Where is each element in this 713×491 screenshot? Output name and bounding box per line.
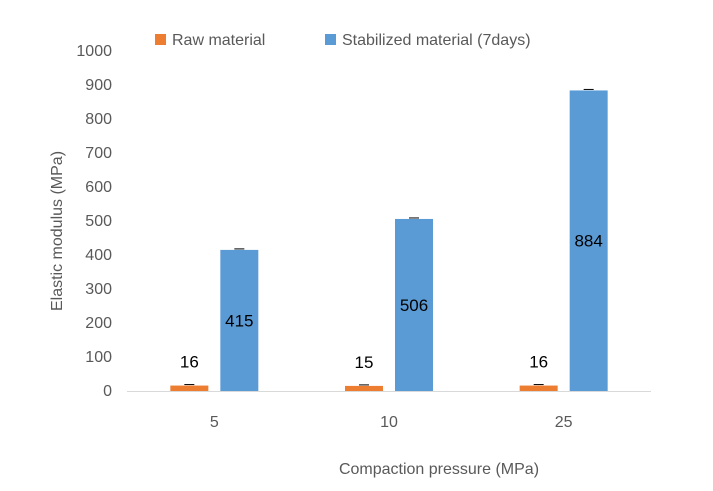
- x-axis-title: Compaction pressure (MPa): [339, 461, 539, 478]
- bar: [569, 90, 608, 391]
- bar: [170, 385, 209, 391]
- y-tick-label: 900: [85, 77, 112, 94]
- data-label: 16: [529, 353, 548, 372]
- y-tick-label: 700: [85, 145, 112, 162]
- bars: [170, 88, 608, 391]
- data-label: 415: [225, 311, 253, 330]
- y-tick-label: 0: [103, 383, 112, 400]
- x-axis-ticks: 5 10 25: [210, 414, 573, 431]
- legend-swatch: [155, 34, 166, 45]
- bar: [220, 249, 259, 391]
- bar: [519, 385, 558, 391]
- y-axis-ticks: 0 100 200 300 400 500 600 700 800 900 1000: [76, 43, 112, 400]
- legend-label: Raw material: [172, 32, 265, 49]
- y-tick-label: 400: [85, 247, 112, 264]
- y-tick-label: 600: [85, 179, 112, 196]
- legend-label: Stabilized material (7days): [342, 32, 531, 49]
- y-tick-label: 1000: [76, 43, 112, 60]
- y-tick-label: 200: [85, 315, 112, 332]
- x-tick-label: 10: [380, 414, 398, 431]
- y-tick-label: 300: [85, 281, 112, 298]
- data-labels: 16 415 15 506 16 884: [180, 232, 603, 372]
- legend-swatch: [325, 34, 336, 45]
- data-label: 15: [355, 353, 374, 372]
- data-label: 16: [180, 353, 199, 372]
- y-tick-label: 500: [85, 213, 112, 230]
- y-tick-label: 100: [85, 349, 112, 366]
- legend: Raw material Stabilized material (7days): [155, 32, 531, 49]
- data-label: 884: [574, 232, 602, 251]
- data-label: 506: [400, 296, 428, 315]
- bar: [345, 385, 383, 391]
- bar: [395, 218, 433, 391]
- y-axis-title: Elastic modulus (MPa): [49, 151, 66, 311]
- y-tick-label: 800: [85, 111, 112, 128]
- x-tick-label: 5: [210, 414, 219, 431]
- x-tick-label: 25: [555, 414, 573, 431]
